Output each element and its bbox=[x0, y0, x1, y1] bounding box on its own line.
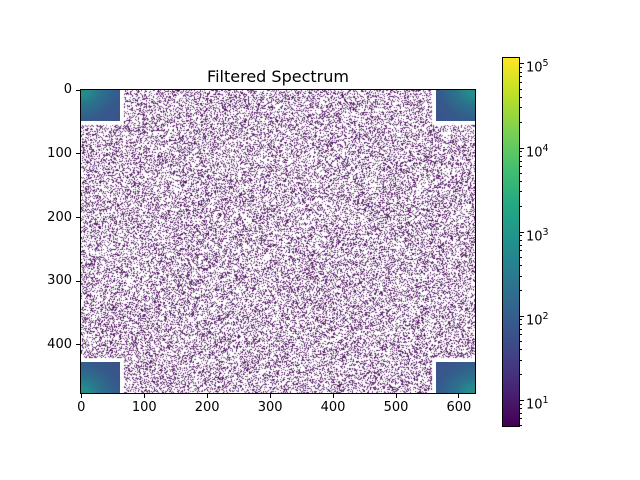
x-tick-label: 300 bbox=[257, 400, 283, 415]
colorbar-minor-tick bbox=[520, 334, 522, 336]
y-tick-mark bbox=[76, 153, 80, 155]
colorbar-minor-tick bbox=[520, 425, 522, 426]
x-tick-label: 0 bbox=[77, 400, 86, 415]
x-tick-mark bbox=[206, 394, 208, 398]
x-tick-mark bbox=[395, 394, 397, 398]
colorbar-minor-tick bbox=[520, 160, 522, 162]
x-tick-mark bbox=[332, 394, 334, 398]
colorbar-minor-tick bbox=[520, 155, 522, 157]
colorbar-minor-tick bbox=[520, 265, 522, 267]
corner-block-bottom-right bbox=[436, 362, 475, 393]
colorbar-minor-tick bbox=[520, 412, 522, 414]
colorbar-minor-tick bbox=[520, 166, 522, 168]
colorbar-tick-label: 102 bbox=[526, 310, 549, 328]
y-tick-label: 0 bbox=[63, 82, 72, 98]
corner-block-bottom-left bbox=[81, 362, 120, 393]
colorbar-minor-tick bbox=[520, 403, 522, 405]
colorbar-minor-tick bbox=[520, 374, 522, 376]
colorbar-minor-tick bbox=[520, 76, 522, 78]
colorbar-minor-tick bbox=[520, 180, 522, 182]
colorbar-tick-label: 103 bbox=[526, 226, 549, 244]
colorbar-minor-tick bbox=[520, 235, 522, 237]
colorbar-major-tick bbox=[520, 147, 524, 149]
y-tick-label: 100 bbox=[47, 145, 72, 161]
colorbar-minor-tick bbox=[520, 151, 522, 153]
colorbar-minor-tick bbox=[520, 340, 522, 342]
y-tick-mark bbox=[76, 280, 80, 282]
x-tick-label: 600 bbox=[446, 400, 472, 415]
x-tick-mark bbox=[458, 394, 460, 398]
colorbar-minor-tick bbox=[520, 88, 522, 90]
colorbar-minor-tick bbox=[520, 67, 522, 69]
x-tick-mark bbox=[143, 394, 145, 398]
colorbar-minor-tick bbox=[520, 256, 522, 258]
colorbar-minor-tick bbox=[520, 323, 522, 325]
x-tick-label: 400 bbox=[320, 400, 346, 415]
spectrum-noise-canvas bbox=[81, 90, 475, 393]
colorbar-minor-tick bbox=[520, 244, 522, 246]
corner-block-top-right bbox=[436, 90, 475, 121]
y-tick-label: 400 bbox=[47, 336, 72, 352]
x-tick-mark bbox=[80, 394, 82, 398]
y-tick-mark bbox=[76, 344, 80, 346]
colorbar-gradient bbox=[503, 58, 519, 426]
x-tick-mark bbox=[269, 394, 271, 398]
colorbar-minor-tick bbox=[520, 349, 522, 351]
y-tick-mark bbox=[76, 89, 80, 91]
colorbar-minor-tick bbox=[520, 319, 522, 321]
colorbar-minor-tick bbox=[520, 82, 522, 84]
colorbar-minor-tick bbox=[520, 250, 522, 252]
y-tick-label: 300 bbox=[47, 273, 72, 289]
colorbar-minor-tick bbox=[520, 290, 522, 292]
colorbar-major-tick bbox=[520, 231, 524, 233]
colorbar-minor-tick bbox=[520, 96, 522, 98]
colorbar-major-tick bbox=[520, 63, 524, 65]
colorbar-minor-tick bbox=[520, 191, 522, 193]
colorbar-minor-tick bbox=[520, 359, 522, 361]
colorbar-minor-tick bbox=[520, 122, 522, 124]
colorbar-minor-tick bbox=[520, 71, 522, 73]
colorbar-minor-tick bbox=[520, 239, 522, 241]
colorbar-minor-tick bbox=[520, 172, 522, 174]
colorbar-minor-tick bbox=[520, 275, 522, 277]
colorbar-tick-label: 105 bbox=[526, 58, 549, 76]
y-tick-mark bbox=[76, 217, 80, 219]
corner-block-top-left bbox=[81, 90, 120, 121]
colorbar-tick-label: 101 bbox=[526, 394, 549, 413]
x-tick-label: 100 bbox=[131, 400, 157, 415]
y-tick-label: 200 bbox=[47, 209, 72, 225]
chart-title: Filtered Spectrum bbox=[207, 67, 349, 86]
colorbar-minor-tick bbox=[520, 206, 522, 208]
x-tick-label: 500 bbox=[383, 400, 409, 415]
colorbar bbox=[502, 57, 520, 427]
colorbar-major-tick bbox=[520, 399, 524, 401]
colorbar-tick-label: 104 bbox=[526, 142, 549, 160]
colorbar-minor-tick bbox=[520, 407, 522, 409]
x-tick-label: 200 bbox=[194, 400, 220, 415]
colorbar-minor-tick bbox=[520, 418, 522, 420]
colorbar-minor-tick bbox=[520, 328, 522, 330]
plot-area bbox=[80, 89, 476, 394]
colorbar-major-tick bbox=[520, 315, 524, 317]
colorbar-minor-tick bbox=[520, 107, 522, 109]
